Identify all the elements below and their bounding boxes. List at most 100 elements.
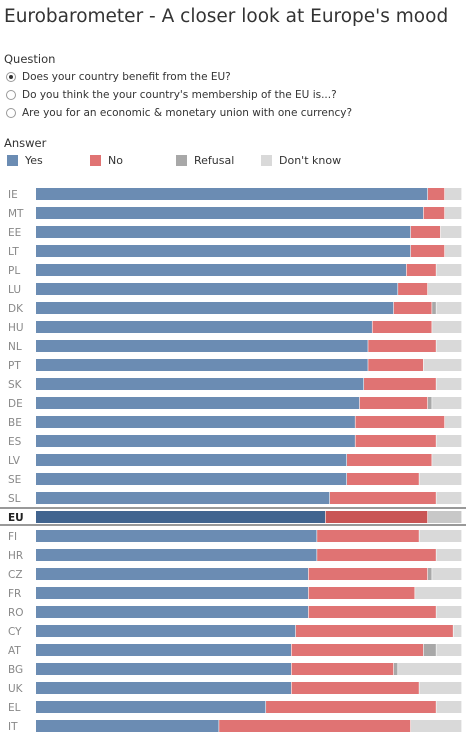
- bar-segment-refusal[interactable]: [427, 568, 432, 580]
- bar-segment-no[interactable]: [219, 720, 411, 732]
- bar-segment-don-t-know[interactable]: [436, 492, 462, 504]
- bar-segment-yes[interactable]: [36, 606, 309, 618]
- bar-segment-yes[interactable]: [36, 359, 368, 371]
- bar-segment-no[interactable]: [372, 321, 432, 333]
- bar-segment-no[interactable]: [308, 587, 415, 599]
- bar-segment-don-t-know[interactable]: [444, 416, 462, 428]
- question-option-benefit[interactable]: Does your country benefit from the EU?: [6, 69, 231, 84]
- bar-segment-no[interactable]: [406, 264, 436, 276]
- bar-segment-don-t-know[interactable]: [432, 321, 462, 333]
- legend-item-refusal[interactable]: Refusal: [176, 154, 234, 167]
- bar-segment-don-t-know[interactable]: [444, 207, 462, 219]
- bar-segment-don-t-know[interactable]: [432, 397, 462, 409]
- bar-segment-yes[interactable]: [36, 720, 219, 732]
- bar-segment-don-t-know[interactable]: [427, 511, 462, 523]
- bar-segment-no[interactable]: [295, 625, 453, 637]
- bar-segment-don-t-know[interactable]: [415, 587, 462, 599]
- bar-segment-yes[interactable]: [36, 416, 355, 428]
- legend-item-dont-know[interactable]: Don't know: [261, 154, 341, 167]
- radio-button[interactable]: [6, 89, 16, 100]
- bar-segment-yes[interactable]: [36, 549, 317, 561]
- question-option-membership[interactable]: Do you think the your country's membersh…: [6, 87, 337, 102]
- bar-segment-yes[interactable]: [36, 454, 347, 466]
- bar-segment-don-t-know[interactable]: [436, 378, 462, 390]
- bar-segment-no[interactable]: [329, 492, 436, 504]
- bar-segment-yes[interactable]: [36, 682, 291, 694]
- question-option-currency-union[interactable]: Are you for an economic & monetary union…: [6, 105, 352, 120]
- radio-button-selected[interactable]: [6, 71, 16, 82]
- bar-segment-no[interactable]: [325, 511, 428, 523]
- bar-segment-don-t-know[interactable]: [444, 245, 462, 257]
- bar-segment-refusal[interactable]: [427, 397, 432, 409]
- bar-segment-refusal[interactable]: [393, 663, 398, 675]
- bar-segment-yes[interactable]: [36, 378, 364, 390]
- bar-segment-no[interactable]: [266, 701, 436, 713]
- bar-segment-don-t-know[interactable]: [453, 625, 462, 637]
- bar-segment-don-t-know[interactable]: [436, 264, 462, 276]
- bar-segment-no[interactable]: [427, 188, 445, 200]
- bar-segment-yes[interactable]: [36, 568, 309, 580]
- bar-segment-no[interactable]: [423, 207, 445, 219]
- bar-segment-yes[interactable]: [36, 492, 330, 504]
- bar-segment-don-t-know[interactable]: [419, 473, 462, 485]
- bar-segment-don-t-know[interactable]: [432, 568, 462, 580]
- bar-segment-yes[interactable]: [36, 226, 411, 238]
- bar-segment-no[interactable]: [393, 302, 432, 314]
- bar-segment-yes[interactable]: [36, 625, 296, 637]
- bar-segment-yes[interactable]: [36, 701, 266, 713]
- bar-segment-don-t-know[interactable]: [436, 606, 462, 618]
- bar-segment-no[interactable]: [291, 644, 424, 656]
- bar-segment-yes[interactable]: [36, 435, 355, 447]
- bar-segment-don-t-know[interactable]: [419, 682, 462, 694]
- bar-segment-no[interactable]: [355, 416, 445, 428]
- bar-segment-no[interactable]: [317, 549, 436, 561]
- bar-segment-no[interactable]: [410, 226, 441, 238]
- bar-segment-don-t-know[interactable]: [432, 454, 462, 466]
- bar-segment-don-t-know[interactable]: [436, 549, 462, 561]
- bar-segment-don-t-know[interactable]: [436, 340, 462, 352]
- bar-segment-no[interactable]: [291, 682, 419, 694]
- bar-segment-yes[interactable]: [36, 188, 428, 200]
- bar-segment-no[interactable]: [410, 245, 445, 257]
- bar-segment-yes[interactable]: [36, 511, 326, 523]
- bar-segment-yes[interactable]: [36, 340, 368, 352]
- bar-segment-no[interactable]: [346, 473, 419, 485]
- bar-segment-yes[interactable]: [36, 245, 411, 257]
- bar-segment-no[interactable]: [308, 606, 436, 618]
- bar-segment-no[interactable]: [308, 568, 428, 580]
- bar-segment-no[interactable]: [355, 435, 436, 447]
- bar-segment-no[interactable]: [398, 283, 428, 295]
- bar-segment-no[interactable]: [317, 530, 419, 542]
- bar-segment-don-t-know[interactable]: [436, 644, 462, 656]
- bar-segment-yes[interactable]: [36, 302, 394, 314]
- bar-segment-no[interactable]: [291, 663, 394, 675]
- bar-segment-don-t-know[interactable]: [410, 720, 462, 732]
- bar-segment-refusal[interactable]: [423, 644, 436, 656]
- bar-segment-no[interactable]: [368, 340, 436, 352]
- bar-segment-yes[interactable]: [36, 264, 407, 276]
- bar-segment-don-t-know[interactable]: [423, 359, 462, 371]
- bar-segment-yes[interactable]: [36, 321, 372, 333]
- bar-segment-don-t-know[interactable]: [440, 226, 462, 238]
- bar-segment-refusal[interactable]: [432, 302, 436, 314]
- radio-button[interactable]: [6, 107, 16, 118]
- bar-segment-yes[interactable]: [36, 663, 291, 675]
- bar-segment-yes[interactable]: [36, 473, 347, 485]
- bar-segment-don-t-know[interactable]: [436, 701, 462, 713]
- bar-segment-don-t-know[interactable]: [436, 435, 462, 447]
- bar-segment-yes[interactable]: [36, 530, 317, 542]
- bar-segment-don-t-know[interactable]: [436, 302, 462, 314]
- bar-segment-yes[interactable]: [36, 587, 309, 599]
- bar-segment-don-t-know[interactable]: [398, 663, 462, 675]
- bar-segment-no[interactable]: [368, 359, 424, 371]
- bar-segment-don-t-know[interactable]: [419, 530, 462, 542]
- bar-segment-yes[interactable]: [36, 644, 291, 656]
- bar-segment-no[interactable]: [359, 397, 428, 409]
- bar-segment-yes[interactable]: [36, 207, 424, 219]
- bar-segment-no[interactable]: [346, 454, 432, 466]
- legend-item-yes[interactable]: Yes: [7, 154, 43, 167]
- legend-item-no[interactable]: No: [90, 154, 123, 167]
- bar-segment-don-t-know[interactable]: [427, 283, 462, 295]
- bar-segment-yes[interactable]: [36, 283, 398, 295]
- bar-segment-no[interactable]: [364, 378, 436, 390]
